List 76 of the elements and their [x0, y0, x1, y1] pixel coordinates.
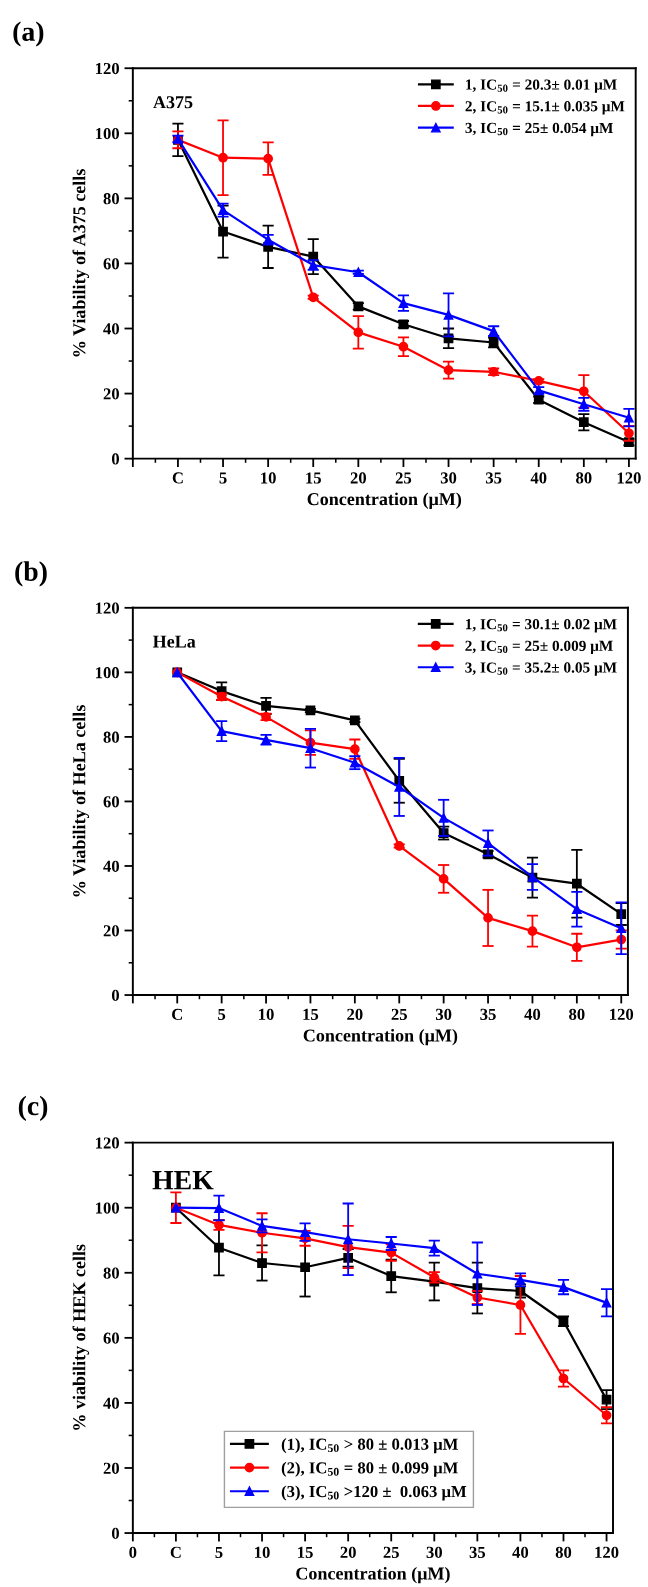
legend-label: (2), IC$_{50}$ = 80 ± 0.099 μM: [281, 1461, 458, 1477]
x-tick-label: 5: [218, 1008, 226, 1020]
legend-label: (3), IC$_{50}$ >120 ± 0.063 μM: [281, 1485, 467, 1501]
y-tick-label: 0: [111, 453, 120, 465]
x-tick-label: 120: [617, 472, 641, 484]
x-tick-label: 80: [576, 472, 592, 484]
legend-label: 2, IC$_{50}$ = 25± 0.009 μM: [465, 640, 613, 655]
chart-title: (a): [13, 21, 44, 47]
annotation: A375: [153, 96, 193, 109]
y-tick-label: 100: [95, 1202, 120, 1214]
x-tick-label: 15: [298, 1546, 313, 1558]
legend-label: 1, IC$_{50}$ = 30.1± 0.02 μM: [465, 618, 617, 633]
y-axis-title: % Viability of A375 cells: [72, 169, 90, 357]
legend-label: (1), IC$_{50}$ > 80 ± 0.013 μM: [281, 1438, 458, 1454]
x-tick-label: 10: [255, 1546, 270, 1558]
x-tick-label: C: [172, 472, 183, 484]
y-tick-label: 0: [111, 989, 120, 1001]
chart-title: (c): [18, 1095, 48, 1121]
x-tick-label: 80: [555, 1546, 572, 1558]
x-tick-label: C: [170, 1546, 181, 1558]
x-tick-label: 40: [512, 1546, 529, 1558]
x-tick-label: 5: [215, 1546, 223, 1558]
x-tick-label: 120: [610, 1008, 634, 1020]
x-tick-label: 30: [426, 1546, 442, 1558]
legend-label: 2, IC$_{50}$ = 15.1± 0.035 μM: [465, 101, 625, 115]
y-tick-label: 120: [95, 1137, 120, 1149]
y-tick-label: 60: [103, 796, 120, 808]
annotation: HeLa: [152, 635, 196, 648]
y-axis-title: % viability of HEK cells: [72, 1244, 90, 1430]
x-tick-label: 20: [350, 472, 367, 484]
y-tick-label: 80: [103, 1267, 120, 1279]
y-tick-label: 20: [103, 925, 120, 937]
x-tick-label: 20: [347, 1008, 363, 1020]
x-tick-label: 120: [595, 1546, 619, 1558]
x-tick-label: 35: [469, 1546, 486, 1558]
annotation: HEK: [152, 1171, 214, 1190]
y-tick-label: 80: [103, 193, 120, 205]
y-tick-label: 60: [103, 1332, 120, 1344]
y-tick-label: 20: [103, 388, 120, 400]
x-tick-label: 20: [340, 1546, 356, 1558]
x-tick-label: 10: [259, 1008, 274, 1020]
legend-label: 3, IC$_{50}$ = 25± 0.054 μM: [465, 122, 613, 137]
y-tick-label: 100: [95, 128, 120, 140]
x-axis-title: Concentration (μM): [303, 1028, 458, 1046]
x-tick-label: 10: [261, 472, 276, 484]
chart-title: (b): [15, 561, 47, 587]
x-tick-label: C: [172, 1008, 182, 1020]
legend-label: 3, IC$_{50}$ = 35.2± 0.05 μM: [465, 662, 617, 676]
y-tick-label: 0: [111, 1527, 120, 1539]
x-tick-label: 40: [530, 472, 547, 484]
x-tick-label: 15: [303, 1008, 319, 1020]
x-tick-label: 30: [440, 472, 457, 484]
x-tick-label: 25: [395, 472, 412, 484]
x-axis-title: Concentration (μM): [307, 492, 462, 509]
y-tick-label: 60: [103, 258, 120, 270]
y-tick-label: 40: [103, 1397, 120, 1409]
x-tick-label: 5: [219, 472, 227, 484]
x-tick-label: 80: [569, 1008, 585, 1020]
x-tick-label: 40: [524, 1008, 541, 1020]
x-tick-label: 30: [435, 1008, 452, 1020]
y-tick-label: 100: [95, 667, 120, 679]
x-axis-title: Concentration (μM): [296, 1566, 450, 1584]
x-tick-label: 15: [306, 472, 321, 484]
x-tick-label: 25: [391, 1008, 407, 1020]
x-tick-label: 35: [485, 472, 502, 484]
y-axis-title: % Viability of HeLa cells: [72, 705, 90, 897]
y-tick-label: 20: [103, 1462, 120, 1474]
y-tick-label: 120: [95, 62, 120, 75]
x-tick-label: 35: [480, 1008, 496, 1020]
legend-label: 1, IC$_{50}$ = 20.3± 0.01 μM: [466, 79, 617, 93]
x-tick-label: 0: [129, 1546, 137, 1558]
y-tick-label: 40: [103, 323, 120, 335]
y-tick-label: 80: [103, 731, 120, 743]
y-tick-label: 40: [103, 860, 120, 872]
x-tick-label: 25: [383, 1546, 399, 1558]
y-tick-label: 120: [95, 602, 120, 614]
